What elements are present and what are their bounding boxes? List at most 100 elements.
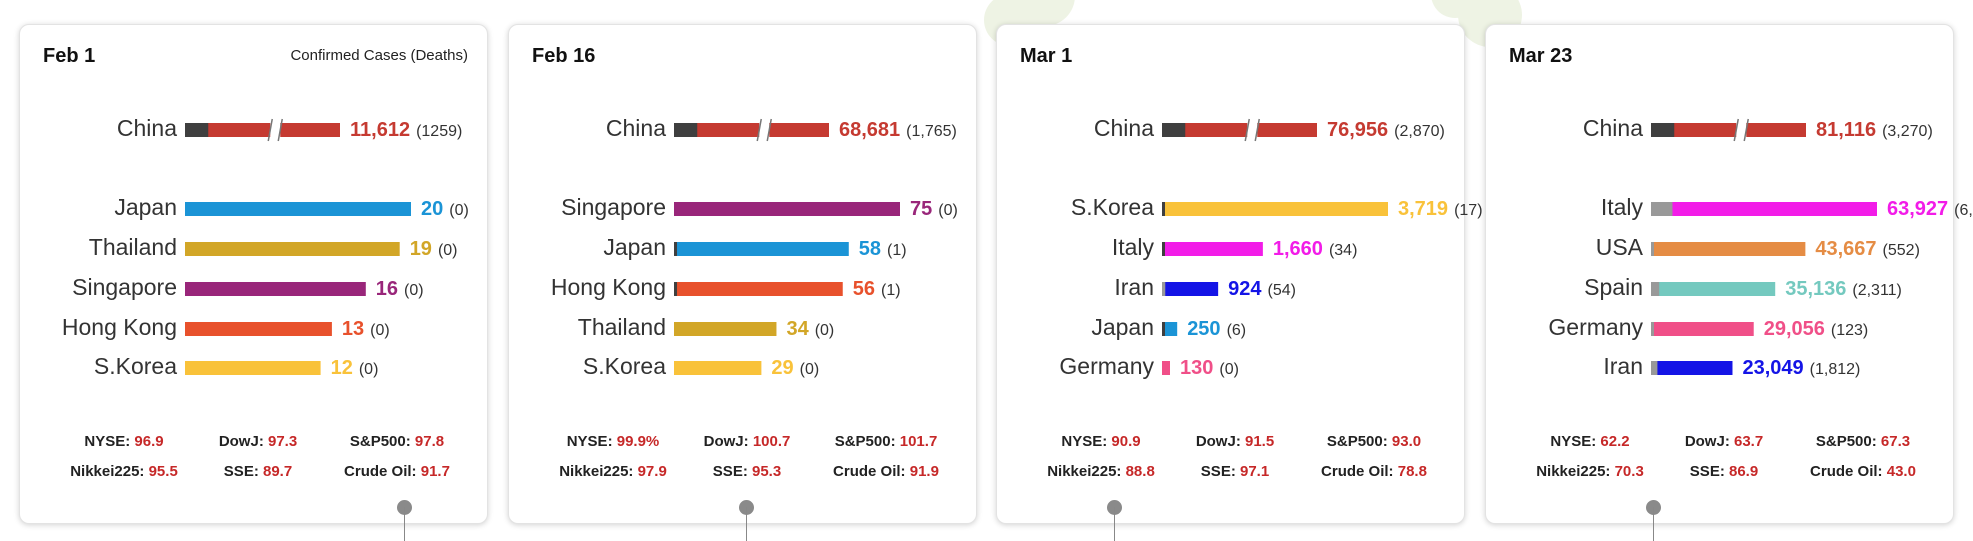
country-label: China [606,115,666,141]
cases-value-label: 68,681 [839,119,900,141]
card-legend-note: Confirmed Cases (Deaths) [290,47,468,64]
bar-row: China 76,956 (2,870) [1094,115,1445,142]
country-label: Thailand [89,234,177,260]
bar-chart: China 11,612 (1259) Japan 20 (0) Thailand 19 (0)… [62,115,469,379]
axis-break-mark [267,118,273,142]
bar-chart: China 68,681 (1,765) Singapore 75 (0) Japan 58 (… [551,115,958,379]
country-label: Germany [1059,353,1154,379]
bar-row: China 81,116 (3,270) [1583,115,1933,142]
deaths-value-label: (0) [370,322,390,339]
indicator-label: S&P500: [834,433,896,450]
indicator-value: 78.8 [1397,463,1427,480]
bar-row: Germany 29,056 (123) [1548,314,1868,340]
indicator-value: 97.9 [637,463,667,480]
country-label: Italy [1601,194,1644,220]
country-label: Iran [1603,353,1643,379]
cases-value-label: 29,056 [1764,318,1825,340]
indicator-crude-oil: Crude Oil: 91.7 [344,463,450,480]
indicator-label: NYSE: [566,433,613,450]
cases-value-label: 13 [342,318,364,340]
deaths-value-label: (3,270) [1882,123,1933,140]
country-label: Italy [1112,234,1155,260]
deaths-bar [674,242,678,256]
cases-bar [1162,242,1263,256]
country-label: Hong Kong [62,314,177,340]
indicator-nyse: NYSE: 96.9 [84,433,163,450]
indicator-nikkei225: Nikkei225: 95.5 [70,463,178,480]
cases-bar [185,202,411,216]
timeline-tick [746,507,747,541]
deaths-value-label: (2,870) [1394,123,1445,140]
cases-value-label: 23,049 [1742,357,1803,379]
cases-value-label: 58 [859,238,881,260]
deaths-value-label: (1) [881,282,901,299]
deaths-bar [1651,322,1654,336]
deaths-bar [185,123,209,137]
bar-row: Thailand 19 (0) [89,234,458,260]
deaths-value-label: (1259) [416,123,462,140]
indicator-label: NYSE: [1550,433,1597,450]
cases-bar [674,361,762,375]
deaths-value-label: (1,812) [1810,361,1861,378]
deaths-value-label: (6) [1227,322,1247,339]
timeline-tick [404,507,405,541]
axis-break-gap [1247,119,1258,141]
deaths-value-label: (0) [938,202,958,219]
indicator-sp500: S&P500: 101.7 [835,433,938,450]
bar-row: Germany 130 (0) [1059,353,1239,379]
country-label: China [1583,115,1643,141]
cases-bar [1651,123,1806,137]
country-label: Japan [603,234,666,260]
cases-bar [674,123,829,137]
deaths-value-label: (0) [815,322,835,339]
bar-row: USA 43,667 (552) [1596,234,1920,260]
country-label: Singapore [561,194,666,220]
indicator-value: 91.7 [420,463,450,480]
indicator-label: DowJ: [703,433,749,450]
deaths-value-label: (1,765) [906,123,957,140]
cases-value-label: 16 [376,278,398,300]
bar-row: China 68,681 (1,765) [606,115,957,142]
bar-row: Hong Kong 13 (0) [62,314,390,340]
cases-value-label: 81,116 [1816,119,1876,141]
indicator-sse: SSE: 86.9 [1690,463,1758,480]
indicator-nyse: NYSE: 90.9 [1061,433,1140,450]
bar-row: Japan 58 (1) [603,234,906,260]
cases-bar [1651,322,1754,336]
deaths-value-label: (0) [438,242,458,259]
bar-row: Iran 23,049 (1,812) [1603,353,1860,379]
cases-value-label: 63,927 [1887,198,1948,220]
deaths-value-label: (34) [1329,242,1357,259]
deaths-bar [1162,282,1166,296]
indicator-label: DowJ: [1195,433,1241,450]
indicator-nyse: NYSE: 62.2 [1550,433,1629,450]
country-label: USA [1596,234,1644,260]
cases-value-label: 250 [1187,318,1220,340]
country-label: Spain [1584,274,1643,300]
bar-row: Thailand 34 (0) [578,314,835,340]
bar-row: Hong Kong 56 (1) [551,274,901,300]
indicator-label: S&P500: [1326,433,1388,450]
cases-value-label: 11,612 [350,119,410,141]
indicator-value: 90.9 [1111,433,1141,450]
cases-bar [1651,202,1877,216]
indicator-value: 97.3 [267,433,298,450]
cases-value-label: 1,660 [1273,238,1323,260]
indicator-value: 70.3 [1614,463,1644,480]
indicator-value: 100.7 [752,433,791,450]
indicator-sp500: S&P500: 93.0 [1327,433,1421,450]
cases-bar [1162,202,1388,216]
cases-value-label: 20 [421,198,443,220]
cases-value-label: 34 [786,318,809,340]
deaths-value-label: (0) [449,202,469,219]
indicator-nikkei225: Nikkei225: 88.8 [1047,463,1155,480]
axis-break-gap [1736,119,1747,141]
cases-value-label: 75 [910,198,932,220]
indicator-dowj: DowJ: 97.3 [219,433,297,450]
axis-break-mark [1743,118,1749,142]
indicator-sse: SSE: 89.7 [224,463,292,480]
indicator-label: SSE: [1200,463,1236,480]
cases-bar [674,282,843,296]
deaths-value-label: (0) [359,361,379,378]
card-date: Feb 1 [43,45,96,67]
